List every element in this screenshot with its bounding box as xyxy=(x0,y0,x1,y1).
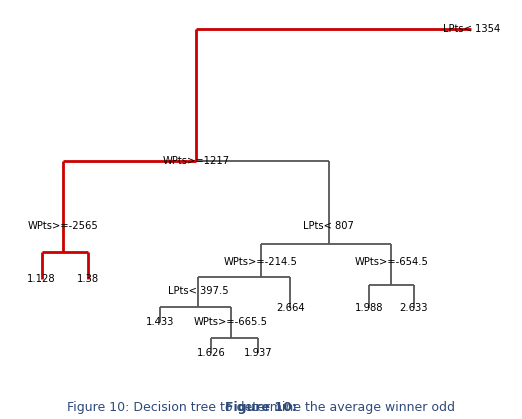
Text: LPts< 807: LPts< 807 xyxy=(303,221,354,231)
Text: 2.633: 2.633 xyxy=(400,303,428,313)
Text: WPts>=-214.5: WPts>=-214.5 xyxy=(224,257,298,267)
Text: 1.128: 1.128 xyxy=(27,274,56,284)
Text: 2.664: 2.664 xyxy=(276,303,304,313)
Text: Figure 10:: Figure 10: xyxy=(225,401,297,414)
Text: 1.38: 1.38 xyxy=(77,274,99,284)
Text: WPts>=-654.5: WPts>=-654.5 xyxy=(354,257,428,267)
Text: WPts>=-665.5: WPts>=-665.5 xyxy=(194,317,268,327)
Text: LPts< 1354: LPts< 1354 xyxy=(443,24,500,34)
Text: 1.937: 1.937 xyxy=(244,349,273,358)
Text: WPts>=1217: WPts>=1217 xyxy=(162,156,229,166)
Text: 1.988: 1.988 xyxy=(354,303,383,313)
Text: WPts>=-2565: WPts>=-2565 xyxy=(28,221,99,231)
Text: LPts< 397.5: LPts< 397.5 xyxy=(168,286,229,296)
Text: Figure 10: Decision tree to determine the average winner odd: Figure 10: Decision tree to determine th… xyxy=(67,401,455,414)
Text: 1.433: 1.433 xyxy=(146,317,174,327)
Text: 1.626: 1.626 xyxy=(196,349,226,358)
